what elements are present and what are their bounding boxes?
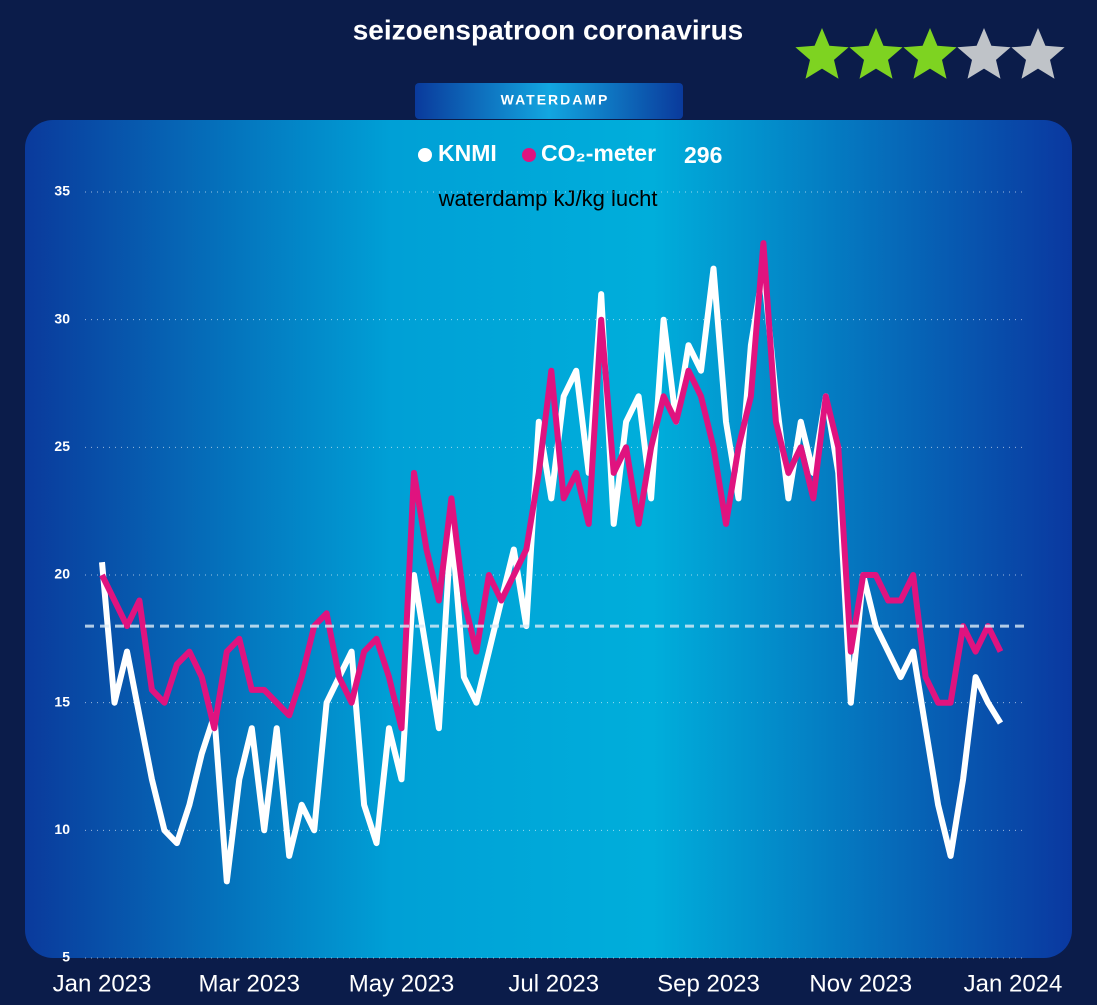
- y-tick-label: 15: [54, 693, 70, 709]
- x-tick-label: Mar 2023: [199, 970, 300, 997]
- legend-dot: [522, 148, 536, 162]
- x-tick-label: Sep 2023: [657, 970, 760, 997]
- rating-star: [849, 28, 903, 79]
- y-tick-label: 25: [54, 438, 70, 454]
- data-line: [99, 240, 1004, 732]
- rating-star: [795, 28, 849, 79]
- x-tick-label: Nov 2023: [809, 970, 912, 997]
- rating-star: [903, 28, 957, 79]
- x-tick-label: Jan 2023: [53, 970, 152, 997]
- x-tick-label: Jan 2024: [964, 970, 1063, 997]
- y-tick-label: 10: [54, 821, 70, 837]
- y-tick-label: 5: [62, 949, 70, 965]
- y-tick-label: 30: [54, 310, 70, 326]
- x-tick-label: Jul 2023: [508, 970, 599, 997]
- subtitle: waterdamp kJ/kg lucht: [438, 186, 658, 211]
- legend-dot: [418, 148, 432, 162]
- tab: [415, 83, 683, 119]
- y-tick-label: 35: [54, 183, 70, 199]
- data-line: [99, 265, 1004, 885]
- x-tick-label: May 2023: [349, 970, 454, 997]
- y-tick-label: 20: [54, 566, 70, 582]
- panel: [25, 120, 1072, 958]
- tab-label: WATERDAMP: [501, 92, 610, 108]
- legend-label: CO₂-meter: [541, 140, 656, 166]
- legend-label: KNMI: [438, 140, 497, 166]
- rating-star: [1011, 28, 1065, 79]
- chart-title: seizoenspatroon coronavirus: [353, 14, 744, 45]
- rating-star: [957, 28, 1011, 79]
- badge: 296: [684, 142, 722, 168]
